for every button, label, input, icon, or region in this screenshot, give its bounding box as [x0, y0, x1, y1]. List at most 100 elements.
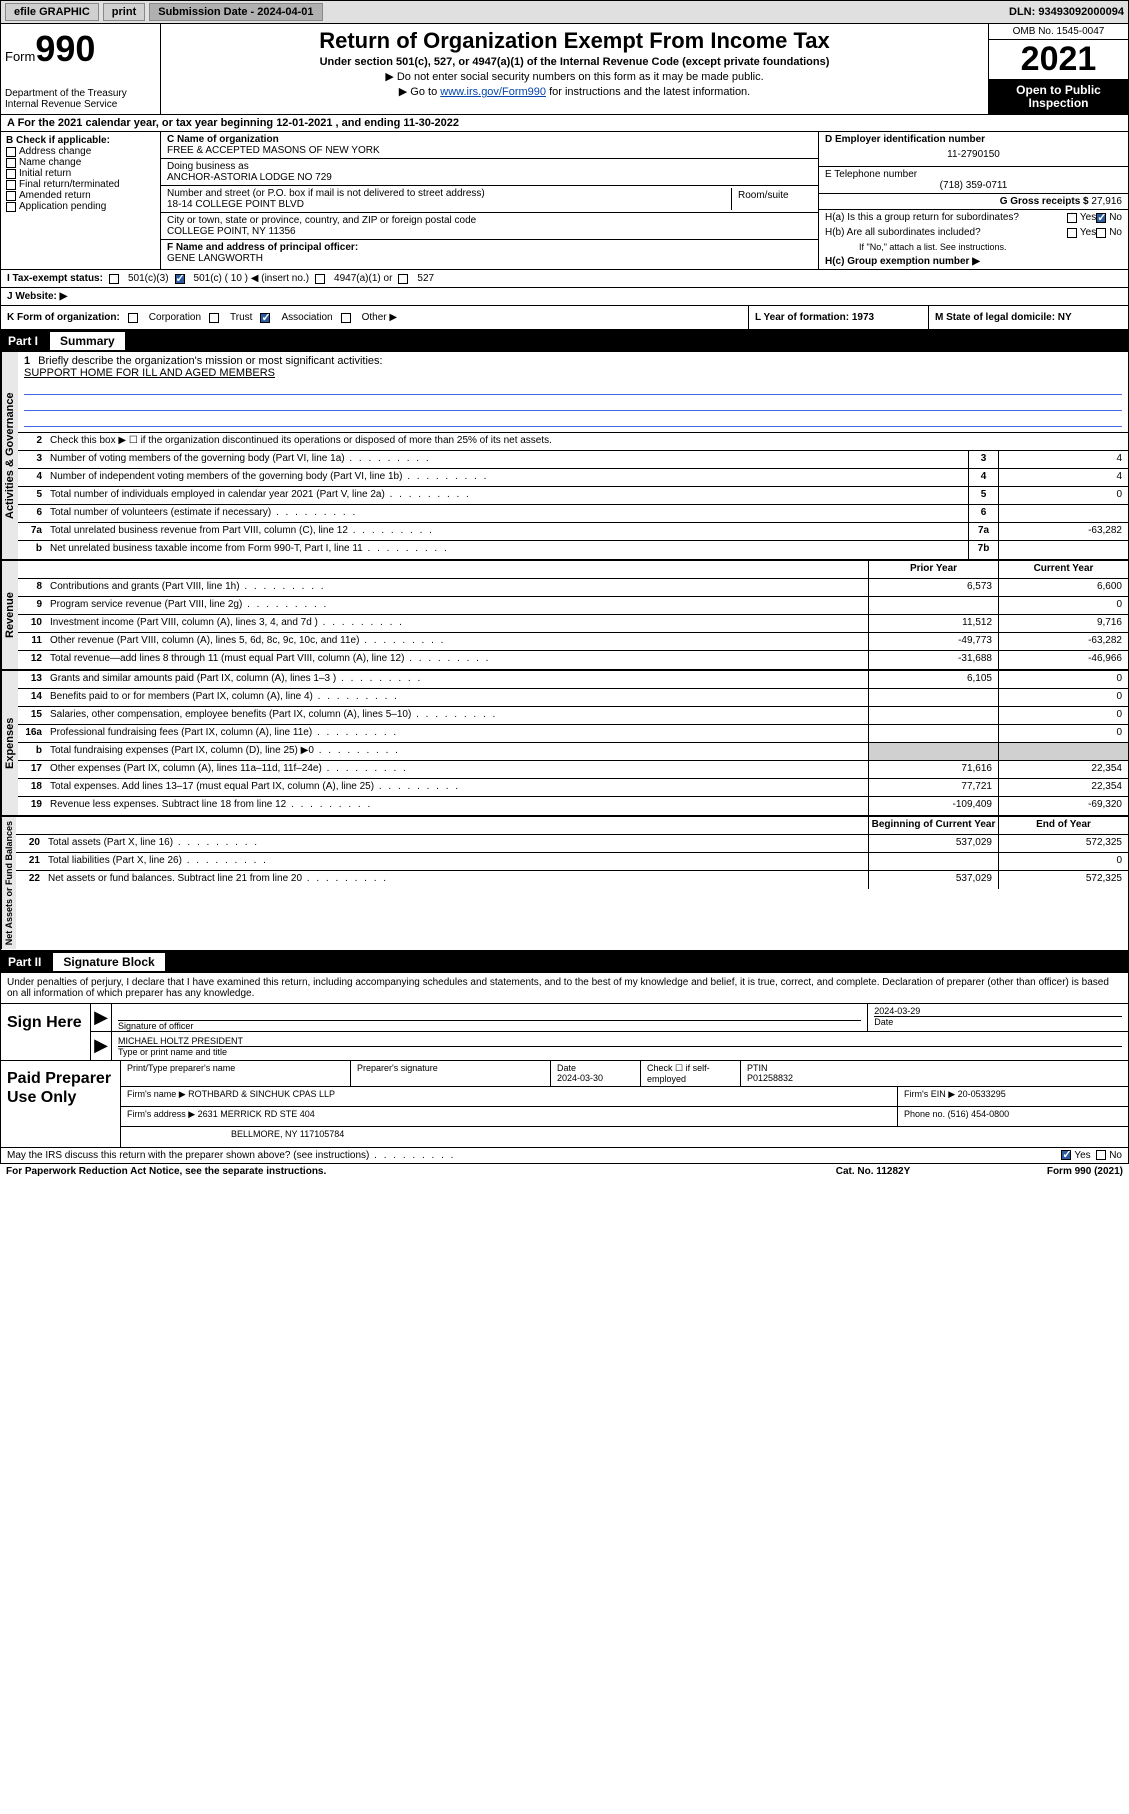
org-name-label: C Name of organization — [167, 134, 812, 145]
summary-row: 6Total number of volunteers (estimate if… — [18, 505, 1128, 523]
chk-assoc[interactable] — [260, 313, 270, 323]
prep-date: 2024-03-30 — [557, 1073, 603, 1083]
phone-label: E Telephone number — [825, 169, 1122, 180]
chk-501c3[interactable] — [109, 274, 119, 284]
tax-year: 2021 — [989, 40, 1128, 80]
summary-row: 8Contributions and grants (Part VIII, li… — [18, 579, 1128, 597]
name-title-label: Type or print name and title — [118, 1047, 1122, 1057]
hb-note: If "No," attach a list. See instructions… — [819, 240, 1128, 254]
chk-initial-return[interactable] — [6, 169, 16, 179]
ha-label: H(a) Is this a group return for subordin… — [825, 212, 1067, 223]
summary-row: 22Net assets or fund balances. Subtract … — [16, 871, 1128, 889]
ptin: P01258832 — [747, 1073, 793, 1083]
summary-row: 15Salaries, other compensation, employee… — [18, 707, 1128, 725]
street-label: Number and street (or P.O. box if mail i… — [167, 188, 731, 199]
efile-button[interactable]: efile GRAPHIC — [5, 3, 99, 21]
summary-row: bNet unrelated business taxable income f… — [18, 541, 1128, 559]
chk-other[interactable] — [341, 313, 351, 323]
summary-row: 13Grants and similar amounts paid (Part … — [18, 671, 1128, 689]
col-b-label: B Check if applicable: — [6, 135, 155, 146]
preparer-block: Paid Preparer Use Only Print/Type prepar… — [0, 1061, 1129, 1148]
omb-number: OMB No. 1545-0047 — [989, 24, 1128, 40]
preparer-label: Paid Preparer Use Only — [1, 1061, 121, 1147]
declaration-text: Under penalties of perjury, I declare th… — [0, 973, 1129, 1004]
summary-row: 20Total assets (Part X, line 16)537,0295… — [16, 835, 1128, 853]
form-label: Form — [5, 49, 35, 64]
chk-address-change[interactable] — [6, 147, 16, 157]
discuss-no[interactable] — [1096, 1150, 1106, 1160]
part2-header: Part II Signature Block — [0, 951, 1129, 973]
summary-table: Activities & Governance 1Briefly describ… — [0, 352, 1129, 950]
dba-label: Doing business as — [167, 161, 812, 172]
website-row: J Website: ▶ — [0, 288, 1129, 306]
gross-label: G Gross receipts $ — [1000, 196, 1089, 207]
summary-row: 17Other expenses (Part IX, column (A), l… — [18, 761, 1128, 779]
form-number: 990 — [35, 28, 95, 69]
print-button[interactable]: print — [103, 3, 145, 21]
dln: DLN: 93493092000094 — [1009, 6, 1124, 18]
summary-row: 3Number of voting members of the governi… — [18, 451, 1128, 469]
summary-row: 19Revenue less expenses. Subtract line 1… — [18, 797, 1128, 815]
section-governance: Activities & Governance — [1, 352, 18, 559]
org-name: FREE & ACCEPTED MASONS OF NEW YORK — [167, 145, 812, 156]
summary-row: 10Investment income (Part VIII, column (… — [18, 615, 1128, 633]
firm-phone: (516) 454-0800 — [948, 1109, 1010, 1119]
hb-yes[interactable] — [1067, 228, 1077, 238]
dba-name: ANCHOR-ASTORIA LODGE NO 729 — [167, 172, 812, 183]
gross-receipts: 27,916 — [1091, 196, 1122, 207]
officer-name: GENE LANGWORTH — [167, 253, 812, 264]
chk-527[interactable] — [398, 274, 408, 284]
chk-amended[interactable] — [6, 191, 16, 201]
row-k: K Form of organization: Corporation Trus… — [0, 306, 1129, 330]
section-revenue: Revenue — [1, 561, 18, 669]
sign-here-block: Sign Here ▶ Signature of officer 2024-03… — [0, 1004, 1129, 1061]
form-header: Form990 Department of the Treasury Inter… — [0, 24, 1129, 115]
chk-4947[interactable] — [315, 274, 325, 284]
officer-label: F Name and address of principal officer: — [167, 242, 812, 253]
irs-link[interactable]: www.irs.gov/Form990 — [440, 86, 546, 98]
firm-name: ROTHBARD & SINCHUK CPAS LLP — [188, 1089, 335, 1099]
prep-sig-label: Preparer's signature — [351, 1061, 551, 1086]
note-ssn: ▶ Do not enter social security numbers o… — [169, 70, 980, 83]
ha-no[interactable] — [1096, 213, 1106, 223]
ein: 11-2790150 — [825, 145, 1122, 164]
summary-row: 11Other revenue (Part VIII, column (A), … — [18, 633, 1128, 651]
chk-name-change[interactable] — [6, 158, 16, 168]
firm-addr1: 2631 MERRICK RD STE 404 — [198, 1109, 315, 1119]
discuss-yes[interactable] — [1061, 1150, 1071, 1160]
sig-officer-label: Signature of officer — [118, 1020, 861, 1031]
sig-date: 2024-03-29 — [874, 1006, 1122, 1016]
hb-no[interactable] — [1096, 228, 1106, 238]
mission-text: SUPPORT HOME FOR ILL AND AGED MEMBERS — [24, 367, 1122, 379]
chk-final-return[interactable] — [6, 180, 16, 190]
sig-date-label: Date — [874, 1016, 1122, 1027]
ha-yes[interactable] — [1067, 213, 1077, 223]
street: 18-14 COLLEGE POINT BLVD — [167, 199, 731, 210]
room-label: Room/suite — [732, 188, 812, 210]
city-label: City or town, state or province, country… — [167, 215, 812, 226]
year-formation: L Year of formation: 1973 — [748, 306, 928, 329]
tax-status-row: I Tax-exempt status: 501(c)(3) 501(c) ( … — [0, 270, 1129, 288]
summary-row: 5Total number of individuals employed in… — [18, 487, 1128, 505]
discuss-row: May the IRS discuss this return with the… — [0, 1148, 1129, 1164]
city: COLLEGE POINT, NY 11356 — [167, 226, 812, 237]
current-year-header: Current Year — [998, 561, 1128, 578]
summary-row: 14Benefits paid to or for members (Part … — [18, 689, 1128, 707]
summary-row: 18Total expenses. Add lines 13–17 (must … — [18, 779, 1128, 797]
arrow-icon: ▶ — [91, 1032, 111, 1060]
main-info-block: B Check if applicable: Address change Na… — [0, 132, 1129, 270]
prep-name-label: Print/Type preparer's name — [121, 1061, 351, 1086]
chk-application-pending[interactable] — [6, 202, 16, 212]
chk-501c[interactable] — [175, 274, 185, 284]
q2: Check this box ▶ ☐ if the organization d… — [46, 433, 1128, 450]
chk-trust[interactable] — [209, 313, 219, 323]
firm-addr2: BELLMORE, NY 117105784 — [121, 1127, 1128, 1147]
summary-row: 12Total revenue—add lines 8 through 11 (… — [18, 651, 1128, 669]
submission-date: Submission Date - 2024-04-01 — [149, 3, 322, 21]
chk-corp[interactable] — [128, 313, 138, 323]
self-employed-label: Check ☐ if self-employed — [641, 1061, 741, 1086]
part1-header: Part I Summary — [0, 330, 1129, 352]
summary-row: 9Program service revenue (Part VIII, lin… — [18, 597, 1128, 615]
form-subtitle: Under section 501(c), 527, or 4947(a)(1)… — [169, 56, 980, 68]
top-toolbar: efile GRAPHIC print Submission Date - 20… — [0, 0, 1129, 24]
